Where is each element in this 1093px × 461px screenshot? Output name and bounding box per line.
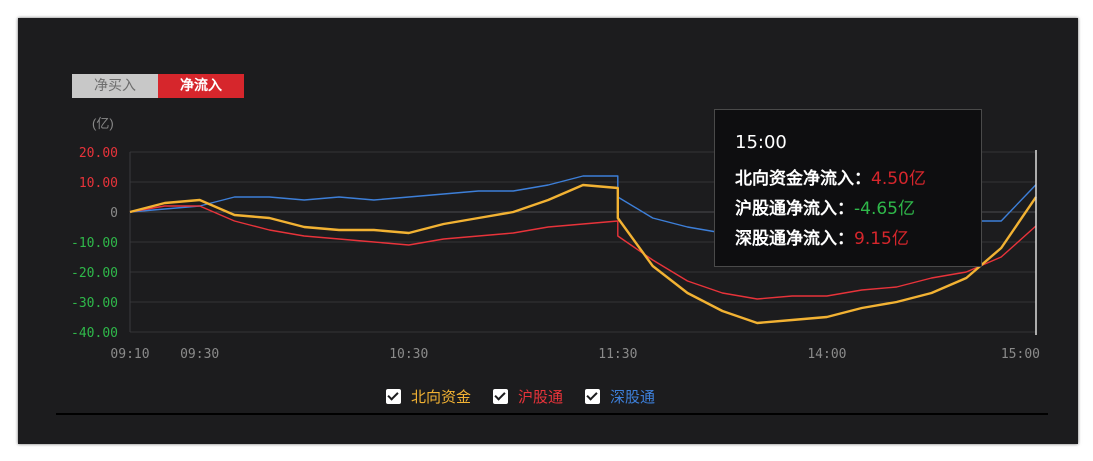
x-tick-label: 14:00 [807, 347, 846, 362]
tooltip: 15:00 北向资金净流入：4.50亿 沪股通净流入：-4.65亿 深股通净流入… [714, 109, 982, 267]
checkbox-icon[interactable] [493, 389, 509, 404]
y-tick-label: -30.00 [71, 296, 118, 311]
tooltip-label: 沪股通净流入： [735, 199, 854, 219]
y-tick-label: 10.00 [79, 176, 118, 191]
tab-net-inflow[interactable]: 净流入 [158, 74, 244, 98]
x-tick-label: 11:30 [598, 347, 637, 362]
tooltip-label: 北向资金净流入： [735, 169, 871, 189]
tooltip-value: 4.50亿 [871, 169, 926, 189]
y-tick-label: -40.00 [71, 326, 118, 341]
x-tick-label: 09:30 [180, 347, 219, 362]
y-axis: 20.00 10.00 0 -10.00 -20.00 -30.00 -40.00 [71, 146, 118, 341]
y-tick-label: -20.00 [71, 266, 118, 281]
tooltip-value: 9.15亿 [854, 229, 909, 249]
legend-item-sz[interactable]: 深股通 [585, 386, 655, 407]
x-tick-label: 15:00 [1001, 347, 1040, 362]
y-tick-label: 20.00 [79, 146, 118, 161]
x-tick-label: 09:10 [110, 347, 149, 362]
y-tick-label: 0 [110, 206, 118, 221]
tooltip-time: 15:00 [735, 132, 787, 153]
series-line-north [129, 183, 1037, 325]
tooltip-value: -4.65亿 [854, 199, 915, 219]
checkbox-icon[interactable] [585, 389, 601, 404]
x-axis: 09:10 09:30 10:30 11:30 14:00 15:00 [110, 347, 1040, 362]
x-tick-label: 10:30 [389, 347, 428, 362]
legend-label: 沪股通 [518, 388, 564, 406]
checkbox-icon[interactable] [386, 389, 401, 404]
series-line-sh [129, 205, 1037, 300]
legend-label: 深股通 [610, 388, 656, 406]
legend-item-north[interactable]: 北向资金 [386, 386, 471, 407]
tooltip-row-sz: 深股通净流入：9.15亿 [735, 224, 909, 249]
y-tick-label: -10.00 [71, 236, 118, 251]
y-unit-label: (亿) [92, 116, 114, 131]
legend: 北向资金 沪股通 深股通 [386, 386, 677, 407]
legend-item-sh[interactable]: 沪股通 [493, 386, 563, 407]
tab-net-buy[interactable]: 净买入 [72, 74, 158, 98]
tooltip-label: 深股通净流入： [735, 229, 854, 249]
legend-label: 北向资金 [411, 388, 472, 406]
tooltip-row-north: 北向资金净流入：4.50亿 [735, 164, 926, 189]
tooltip-row-sh: 沪股通净流入：-4.65亿 [735, 194, 915, 219]
mode-tabs: 净买入 净流入 [72, 74, 244, 98]
